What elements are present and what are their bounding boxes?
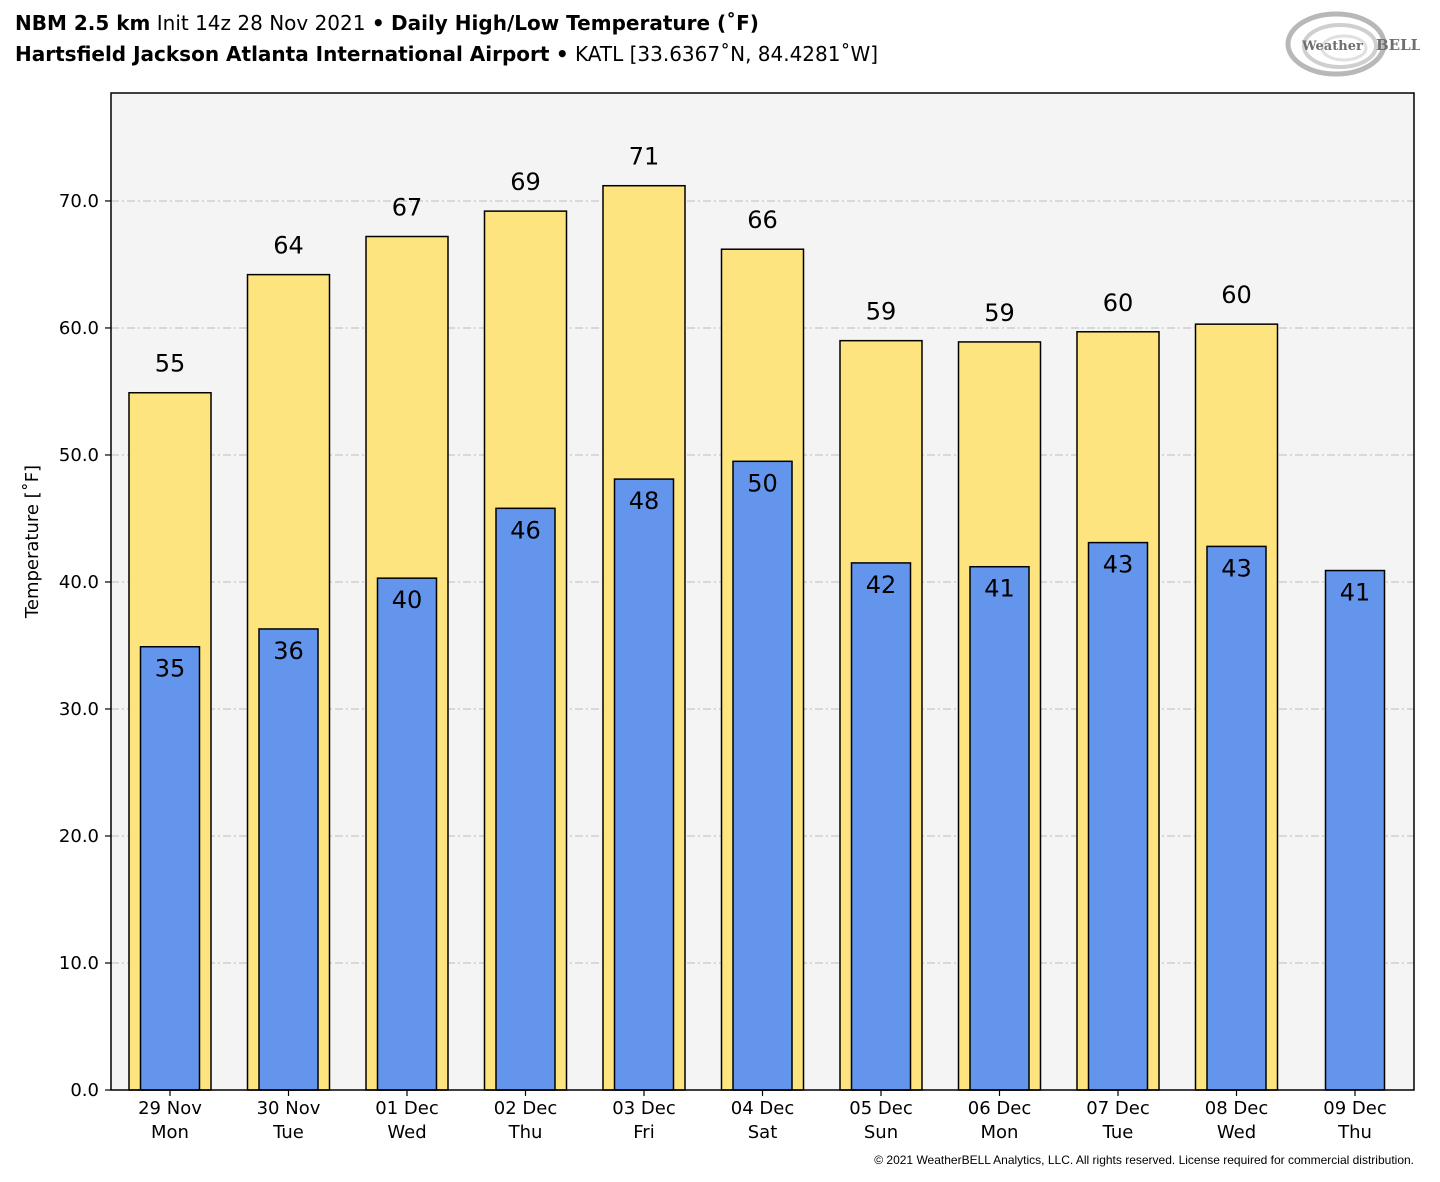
value-labels: 55 35 64 36 67 40 69 46 71 48 66 50 59 42 59 41 60 43 60 43… [155,143,1371,683]
x-tick-label-day: Wed [387,1122,426,1143]
x-axis: 29 Nov Mon 30 Nov Tue 01 Dec Wed 02 Dec Thu 03 D… [138,1090,1387,1143]
high-value-label: 71 [629,143,660,171]
y-tick-label: 0.0 [70,1080,99,1101]
low-value-label: 48 [629,487,660,515]
x-tick-label-date: 07 Dec [1086,1098,1149,1119]
high-value-label: 64 [273,232,304,260]
x-tick-label-date: 03 Dec [612,1098,675,1119]
y-axis: 0.0 10.0 20.0 30.0 40.0 50.0 60.0 70.0 [59,191,111,1101]
chart-header: NBM 2.5 km Init 14z 28 Nov 2021 • Daily … [15,8,878,70]
logo-text-left: Weather [1301,39,1363,54]
low-bar [732,460,793,1091]
y-tick-label: 50.0 [59,445,99,466]
x-tick-label-date: 29 Nov [138,1098,202,1119]
y-tick-label: 40.0 [59,572,99,593]
low-bar [1324,569,1386,1091]
x-tick-label-date: 04 Dec [731,1098,794,1119]
high-value-label: 60 [1221,281,1252,309]
bullet-separator-2: • [555,42,569,66]
x-tick-label-date: 05 Dec [849,1098,912,1119]
low-value-label: 50 [747,469,778,497]
x-tick-label-day: Sun [864,1122,898,1143]
high-value-label: 60 [1103,289,1134,317]
copyright-notice: © 2021 WeatherBELL Analytics, LLC. All r… [874,1153,1414,1167]
x-tick-label-day: Mon [981,1122,1019,1143]
low-bar [969,565,1030,1091]
low-bar [139,645,201,1091]
logo-text-right: BELL [1376,36,1420,54]
high-value-label: 59 [866,298,897,326]
x-tick-label-date: 30 Nov [257,1098,321,1119]
y-tick-label: 60.0 [59,318,99,339]
x-tick-label-day: Sat [748,1122,778,1143]
station-id: KATL [33.6367˚N, 84.4281˚W] [574,42,879,66]
low-value-label: 40 [392,586,423,614]
x-tick-label-day: Wed [1217,1122,1256,1143]
x-tick-label-date: 06 Dec [968,1098,1031,1119]
x-tick-label-day: Mon [151,1122,189,1143]
low-value-label: 35 [155,655,186,683]
low-value-label: 42 [866,571,897,599]
station-name: Hartsfield Jackson Atlanta International… [15,42,550,66]
product-title: Daily High/Low Temperature (˚F) [391,11,759,35]
x-tick-label-day: Fri [633,1122,654,1143]
x-tick-label-date: 01 Dec [375,1098,438,1119]
low-bar [1087,541,1149,1091]
high-value-label: 66 [747,206,778,234]
x-tick-label-day: Thu [508,1122,543,1143]
low-bar [613,478,675,1091]
low-value-label: 41 [984,575,1015,603]
low-bar [850,562,912,1091]
low-value-label: 43 [1103,551,1134,579]
x-tick-label-day: Tue [272,1122,304,1143]
low-value-label: 36 [273,637,304,665]
weatherbell-logo-icon: Weather BELL [1285,11,1420,77]
y-tick-label: 10.0 [59,953,99,974]
x-tick-label-date: 09 Dec [1323,1098,1386,1119]
low-bar [495,507,556,1091]
x-tick-label-date: 08 Dec [1205,1098,1268,1119]
model-name: NBM 2.5 km [15,11,151,35]
low-value-label: 41 [1340,579,1371,607]
low-bar [1206,545,1267,1091]
low-temperature-bars [139,460,1386,1091]
low-bar [258,628,319,1091]
x-tick-label-day: Tue [1102,1122,1134,1143]
y-tick-label: 20.0 [59,826,99,847]
low-bar [376,577,438,1091]
low-value-label: 43 [1221,554,1252,582]
low-value-label: 46 [510,516,541,544]
init-time: Init 14z 28 Nov 2021 [156,11,366,35]
high-value-label: 59 [984,299,1015,327]
y-axis-label: Temperature [˚F] [22,465,43,619]
x-tick-label-date: 02 Dec [494,1098,557,1119]
x-tick-label-day: Thu [1337,1122,1372,1143]
y-tick-label: 30.0 [59,699,99,720]
high-value-label: 69 [510,168,541,196]
bullet-separator: • [371,11,385,35]
high-value-label: 55 [155,350,186,378]
header-line-2: Hartsfield Jackson Atlanta International… [15,39,878,70]
y-tick-label: 70.0 [59,191,99,212]
header-line-1: NBM 2.5 km Init 14z 28 Nov 2021 • Daily … [15,8,878,39]
high-value-label: 67 [392,194,423,222]
